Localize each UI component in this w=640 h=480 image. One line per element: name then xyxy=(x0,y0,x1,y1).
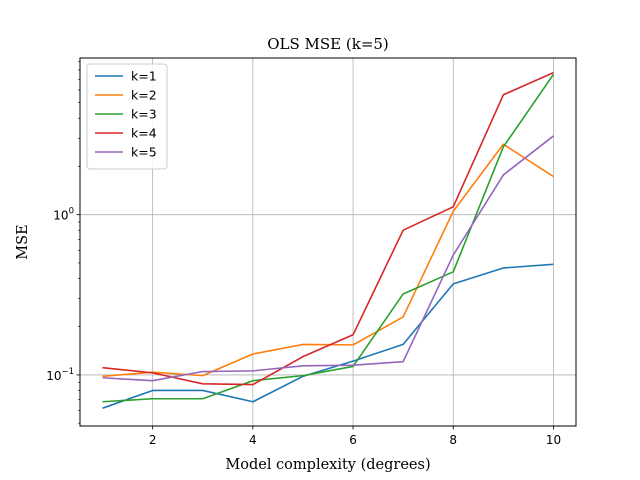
series-line-k4 xyxy=(102,71,554,386)
x-tick-label: 6 xyxy=(349,433,357,447)
legend-label: k=1 xyxy=(131,69,157,84)
legend-box xyxy=(86,63,168,170)
series-line-k3 xyxy=(102,73,555,403)
series-line-k1 xyxy=(102,263,554,409)
x-tick-label: 8 xyxy=(449,433,457,447)
legend: k=1 k=2 k=3 k=4 k=5 xyxy=(86,63,168,170)
x-tick-label: 2 xyxy=(149,433,157,447)
x-tick-label: 4 xyxy=(249,433,257,447)
x-tick-label: 10 xyxy=(546,433,561,447)
y-tick-exponent: 0 xyxy=(69,207,74,217)
x-axis-label: Model complexity (degrees) xyxy=(225,457,430,473)
y-axis-label: MSE xyxy=(15,224,31,259)
series-line-k5 xyxy=(102,135,554,382)
x-axis-ticks: 2 4 6 8 10 xyxy=(149,426,561,447)
chart-title: OLS MSE (k=5) xyxy=(267,35,389,53)
legend-label: k=3 xyxy=(131,107,157,122)
series-line-k2 xyxy=(102,143,554,378)
legend-label: k=5 xyxy=(131,145,157,160)
y-tick-exponent: −1 xyxy=(61,367,74,377)
series-lines xyxy=(102,71,555,409)
plot-frame xyxy=(79,57,577,427)
legend-label: k=2 xyxy=(131,88,157,103)
legend-label: k=4 xyxy=(131,126,157,141)
